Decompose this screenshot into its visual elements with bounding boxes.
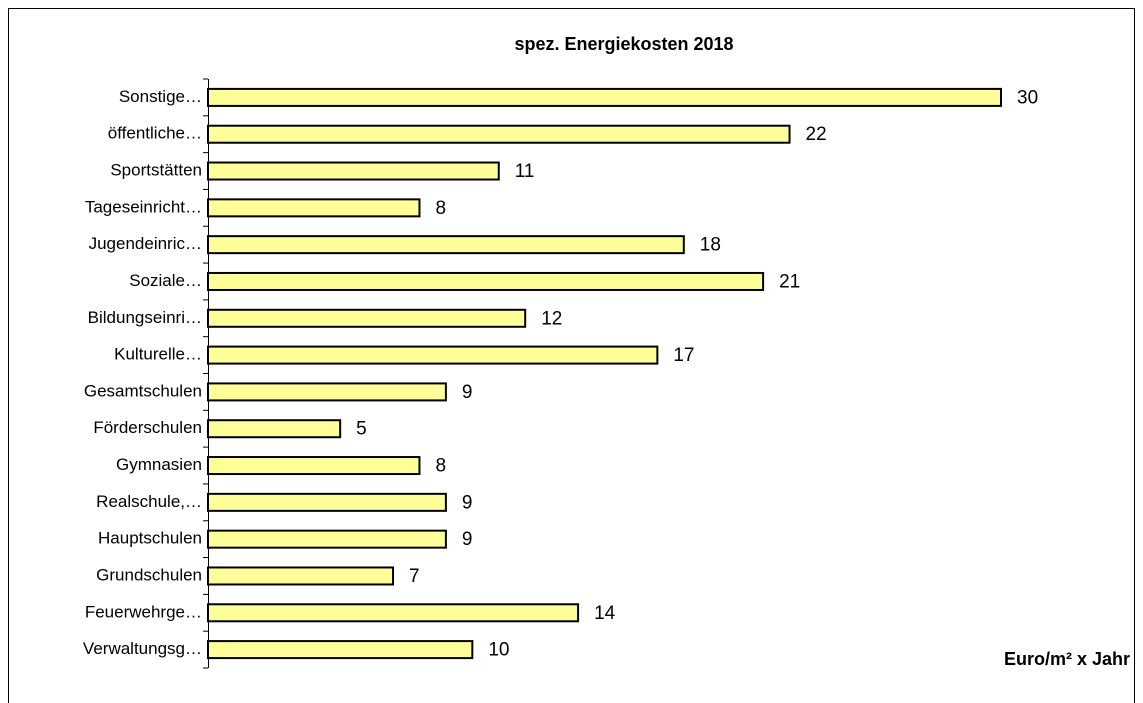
y-tick-label: Verwaltungsg…	[83, 639, 202, 658]
y-tick-label: Kulturelle…	[114, 345, 202, 364]
data-label: 8	[435, 456, 446, 477]
y-tick-label: Gymnasien	[116, 455, 202, 474]
bar	[207, 124, 791, 144]
data-label: 18	[700, 235, 721, 256]
y-tick-label: Gesamtschulen	[84, 381, 202, 400]
y-tick-label: Sonstige…	[119, 87, 202, 106]
data-label: 14	[594, 603, 616, 624]
y-tick-label: Bildungseinri…	[88, 308, 202, 327]
bar	[207, 382, 447, 402]
data-label: 9	[462, 529, 473, 550]
data-label: 9	[462, 382, 473, 403]
data-label: 12	[541, 308, 562, 329]
bar	[207, 198, 421, 218]
bar	[207, 161, 500, 181]
x-axis-label: Euro/m² x Jahr	[1004, 649, 1130, 669]
data-label: 5	[356, 419, 367, 440]
bar	[207, 345, 659, 365]
y-tick-label: Realschule,…	[96, 492, 202, 511]
bar	[207, 271, 765, 291]
y-tick-label: Sportstätten	[110, 161, 202, 180]
bar	[207, 419, 342, 439]
y-tick-label: Jugendeinric…	[89, 234, 202, 253]
y-tick-label: Tageseinricht…	[85, 197, 202, 216]
chart-title: spez. Energiekosten 2018	[514, 34, 733, 54]
bar	[207, 492, 447, 512]
y-tick-label: Grundschulen	[96, 565, 202, 584]
data-label: 9	[462, 492, 473, 513]
bar	[207, 566, 395, 586]
y-tick-label: öffentliche…	[108, 124, 202, 143]
y-tick-label: Feuerwehrge…	[85, 602, 202, 621]
data-label: 30	[1017, 87, 1038, 108]
y-tick-label: Hauptschulen	[98, 529, 202, 548]
data-label: 21	[779, 271, 800, 292]
bar	[207, 640, 474, 660]
data-label: 7	[409, 566, 420, 587]
bar	[207, 235, 685, 255]
y-tick-label: Förderschulen	[93, 418, 202, 437]
data-label: 11	[515, 161, 535, 182]
data-label: 10	[488, 640, 509, 661]
data-label: 17	[673, 345, 694, 366]
bar	[207, 456, 421, 476]
bar	[207, 308, 527, 328]
bar	[207, 87, 1002, 107]
data-label: 22	[806, 124, 827, 145]
bar	[207, 603, 580, 623]
data-label: 8	[435, 198, 446, 219]
y-tick-label: Soziale…	[129, 271, 202, 290]
bar	[207, 529, 447, 549]
